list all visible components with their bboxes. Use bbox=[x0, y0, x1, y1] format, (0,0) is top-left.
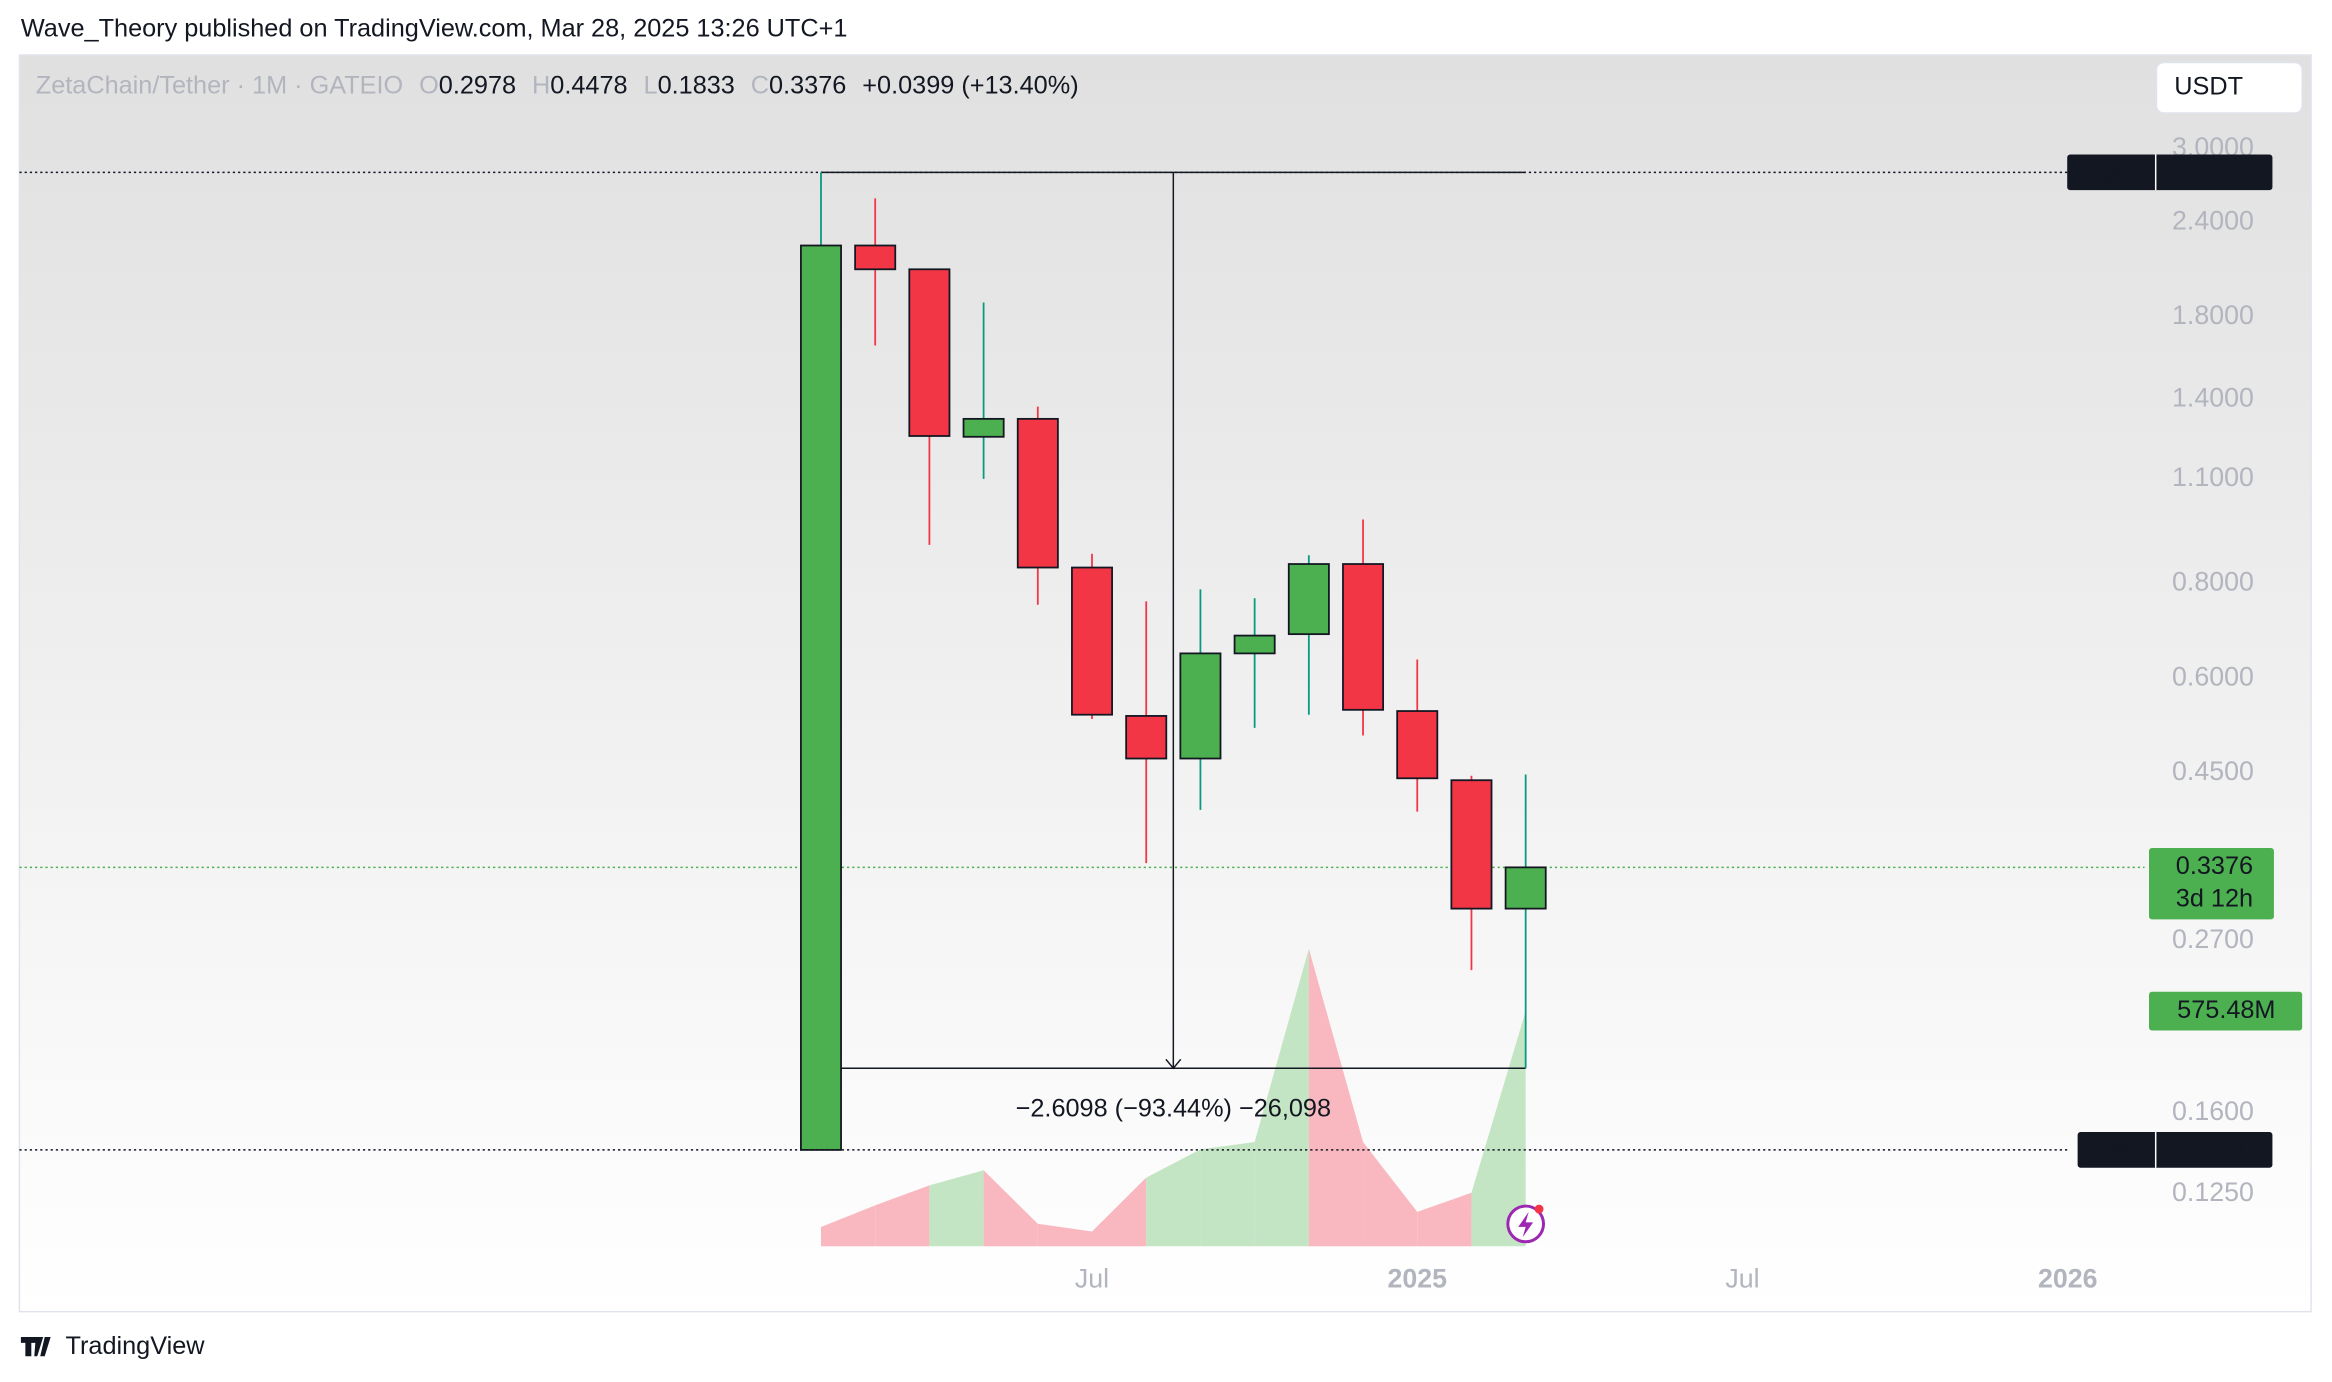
candle-body bbox=[1233, 634, 1276, 655]
symbol: ZetaChain/Tether · 1M · GATEIO bbox=[36, 71, 403, 99]
x-tick-label: Jul bbox=[1725, 1263, 1759, 1293]
volume-area bbox=[1363, 1142, 1418, 1247]
measure-arrowhead bbox=[1165, 1058, 1182, 1070]
volume-area bbox=[875, 1185, 930, 1247]
currency-button[interactable] bbox=[2155, 61, 2303, 114]
marker-sep bbox=[2154, 1132, 2157, 1168]
candle-body bbox=[908, 268, 951, 437]
y-tick-label: 0.1250 bbox=[2172, 1177, 2254, 1207]
price-tag bbox=[2149, 848, 2274, 920]
y-tick-label: 2.4000 bbox=[2172, 205, 2254, 235]
x-tick-label: Jul bbox=[1075, 1263, 1109, 1293]
volume-area bbox=[1417, 1192, 1472, 1247]
x-tick-label: 2025 bbox=[1387, 1263, 1447, 1293]
chart-pane bbox=[18, 54, 2312, 1313]
y-tick-label: 1.1000 bbox=[2172, 462, 2254, 492]
legend: ZetaChain/Tether · 1M · GATEIO O0.2978 H… bbox=[36, 71, 1079, 99]
ohlc-letter: C bbox=[751, 71, 769, 99]
candle-body bbox=[1342, 563, 1385, 711]
currency[interactable]: USDT bbox=[2174, 72, 2243, 100]
volume-area bbox=[929, 1170, 984, 1247]
x-tick-label: 2026 bbox=[2038, 1263, 2098, 1293]
ohlc-value: 0.3376 bbox=[769, 71, 846, 99]
volume-area bbox=[1037, 1223, 1093, 1247]
ohlc-value: 0.4478 bbox=[550, 71, 627, 99]
y-tick-label: 0.6000 bbox=[2172, 661, 2254, 691]
logo bbox=[20, 1336, 51, 1357]
volume-area bbox=[1200, 1142, 1255, 1247]
volume-area bbox=[1146, 1149, 1201, 1247]
volume-tag-value: 575.48M bbox=[2177, 996, 2275, 1024]
volume-area bbox=[1308, 948, 1364, 1247]
candle-body bbox=[1179, 652, 1222, 760]
marker-value: 0.1430 bbox=[2176, 1135, 2253, 1163]
ohlc-letter: H bbox=[532, 71, 550, 99]
marker-tag bbox=[2077, 1132, 2273, 1168]
candle-body bbox=[1125, 715, 1168, 760]
volume-area bbox=[983, 1170, 1038, 1247]
volume-tag bbox=[2149, 991, 2303, 1031]
measure-label: −2.6098 (−93.44%) −26,098 bbox=[1016, 1095, 1331, 1123]
candle-body bbox=[962, 417, 1005, 438]
marker-tag bbox=[2067, 154, 2273, 191]
y-tick-label: 1.4000 bbox=[2172, 383, 2254, 413]
plot: 3.00002.40001.80001.40001.10000.80000.60… bbox=[19, 132, 2303, 1293]
y-tick-label: 0.2700 bbox=[2172, 924, 2254, 954]
volume-area bbox=[1092, 1177, 1147, 1247]
price-tag-value: 0.3376 bbox=[2176, 852, 2253, 880]
candle-body bbox=[1287, 563, 1330, 636]
volume-area bbox=[820, 1205, 876, 1247]
candle-body bbox=[1450, 779, 1493, 910]
ohlc-value: 0.1833 bbox=[658, 71, 735, 99]
volume-area bbox=[1471, 1011, 1526, 1247]
change: +0.0399 (+13.40%) bbox=[862, 71, 1078, 99]
marker-name: Low bbox=[2088, 1135, 2135, 1163]
event-dot bbox=[1534, 1204, 1544, 1214]
candle-body bbox=[1396, 710, 1439, 780]
marker-value: 2.7931 bbox=[2176, 157, 2253, 185]
candle-body bbox=[1504, 866, 1547, 910]
countdown: 3d 12h bbox=[2176, 885, 2253, 913]
marker-sep bbox=[2154, 154, 2157, 191]
y-tick-label: 1.8000 bbox=[2172, 300, 2254, 330]
candle-body bbox=[1016, 417, 1059, 569]
footer-brand: TradingView bbox=[66, 1332, 206, 1360]
volume-area bbox=[1254, 948, 1309, 1247]
y-tick-label: 0.8000 bbox=[2172, 567, 2254, 597]
candle-body bbox=[800, 244, 842, 1151]
published-line: Wave_Theory published on TradingView.com… bbox=[21, 14, 848, 42]
ohlc-letter: L bbox=[644, 71, 658, 99]
ohlc-letter: O bbox=[419, 71, 439, 99]
y-tick-label: 0.1600 bbox=[2172, 1096, 2254, 1126]
y-tick-label: 0.4500 bbox=[2172, 756, 2254, 786]
event-icon-bolt bbox=[1518, 1212, 1534, 1238]
ohlc-value: 0.2978 bbox=[439, 71, 516, 99]
candle-body bbox=[854, 244, 897, 271]
marker-name: High bbox=[2078, 157, 2130, 185]
candle-body bbox=[1071, 566, 1113, 716]
